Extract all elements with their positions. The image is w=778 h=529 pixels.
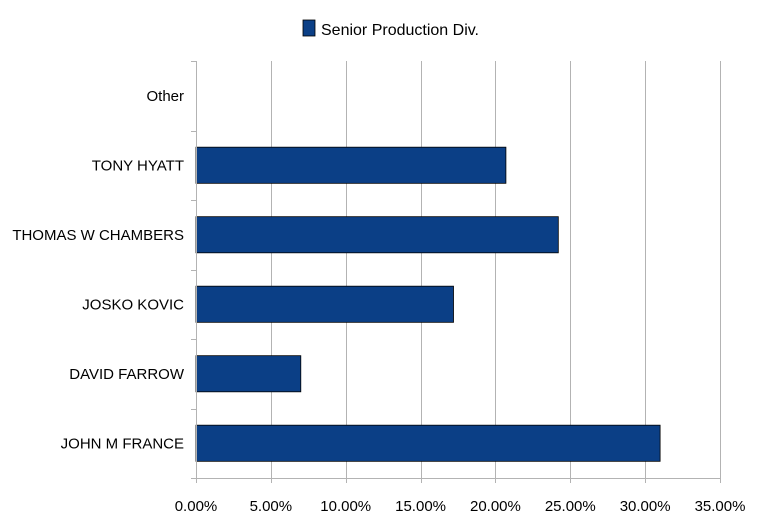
bar (195, 285, 454, 323)
x-tick-label: 10.00% (320, 498, 371, 515)
category-label: JOHN M FRANCE (61, 435, 184, 452)
bar (195, 355, 302, 393)
category-label: TONY HYATT (92, 157, 184, 174)
legend-label: Senior Production Div. (321, 22, 479, 39)
bar (195, 146, 507, 184)
x-tick-label: 5.00% (250, 498, 293, 515)
category-label: DAVID FARROW (69, 366, 185, 383)
category-label: THOMAS W CHAMBERS (12, 227, 184, 244)
category-labels: JOHN M FRANCE DAVID FARROW JOSKO KOVIC THOM… (12, 88, 185, 453)
x-tick-label: 15.00% (395, 498, 446, 515)
x-tick-label: 35.00% (695, 498, 746, 515)
gridlines (271, 61, 721, 478)
x-tick-labels: 0.00% 5.00% 10.00% 15.00% 20.00% 25.00% 30.00%… (175, 498, 746, 515)
x-tick-label: 25.00% (545, 498, 596, 515)
axes (191, 61, 721, 483)
x-tick-label: 20.00% (470, 498, 521, 515)
category-label: Other (146, 88, 184, 105)
bars (195, 146, 661, 462)
bar (195, 216, 559, 254)
legend-swatch (302, 19, 316, 37)
legend: Senior Production Div. (302, 19, 479, 39)
x-tick-label: 30.00% (620, 498, 671, 515)
bar (195, 424, 661, 462)
x-tick-label: 0.00% (175, 498, 218, 515)
category-label: JOSKO KOVIC (82, 296, 184, 313)
